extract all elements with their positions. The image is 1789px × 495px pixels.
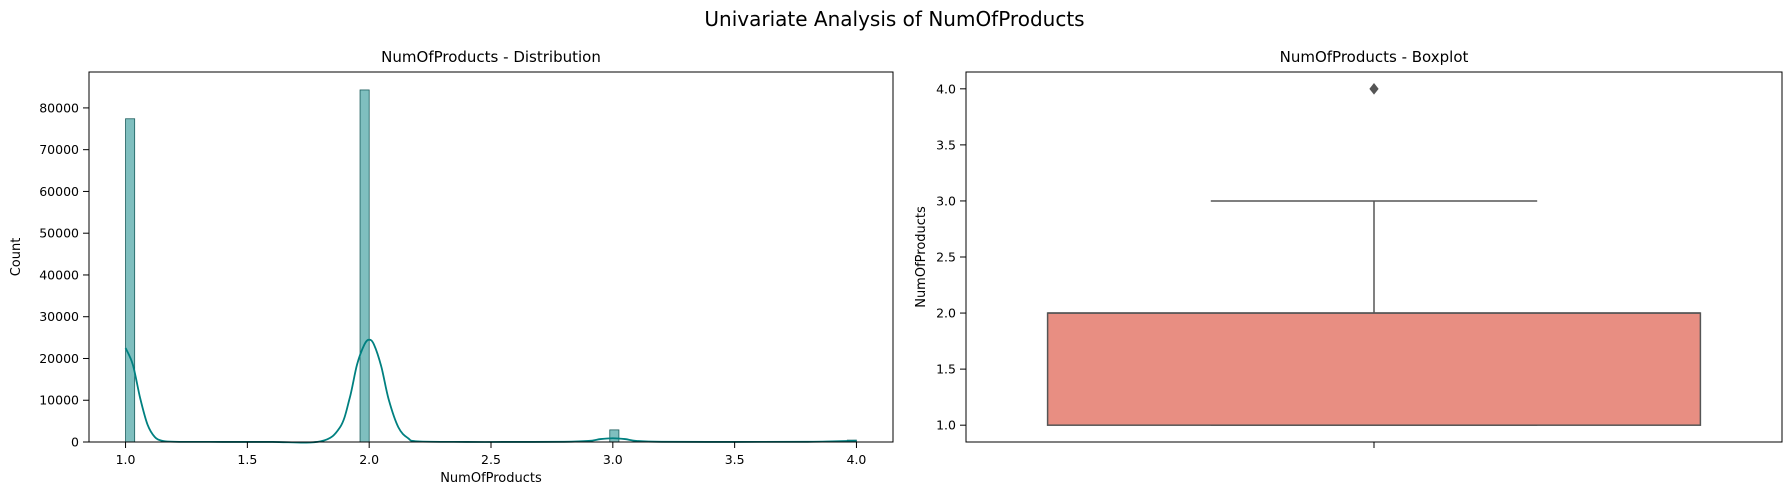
histogram-y-tick-label: 30000 bbox=[39, 309, 79, 324]
boxplot-outlier bbox=[1369, 83, 1379, 95]
boxplot-title: NumOfProducts - Boxplot bbox=[1280, 48, 1469, 66]
histogram-x-tick-label: 3.0 bbox=[603, 452, 623, 467]
histogram-y-tick-label: 60000 bbox=[39, 184, 79, 199]
histogram-y-tick-label: 40000 bbox=[39, 267, 79, 282]
histogram-axes-frame bbox=[88, 71, 894, 443]
histogram-x-axis-label: NumOfProducts bbox=[440, 471, 542, 486]
histogram-x-tick-label: 2.5 bbox=[481, 452, 501, 467]
histogram-y-tick-label: 70000 bbox=[39, 142, 79, 157]
boxplot-y-tick-label: 2.0 bbox=[936, 306, 956, 321]
histogram-bar-0 bbox=[125, 118, 136, 443]
boxplot-y-tick-label: 4.0 bbox=[936, 81, 956, 96]
histogram-x-tick-label: 1.0 bbox=[116, 452, 136, 467]
histogram-y-tick-label: 50000 bbox=[39, 226, 79, 241]
boxplot-y-tick-label: 1.0 bbox=[936, 418, 956, 433]
histogram-y-axis-label: Count bbox=[9, 238, 24, 277]
histogram-y-tick-label: 0 bbox=[71, 435, 79, 450]
histogram-title: NumOfProducts - Distribution bbox=[381, 48, 601, 66]
histogram-y-tick-label: 10000 bbox=[39, 393, 79, 408]
histogram-x-tick-label: 3.5 bbox=[725, 452, 745, 467]
boxplot-box bbox=[1046, 312, 1702, 426]
boxplot-chart: NumOfProducts - Boxplot 1.0 1.5 2.0 2.5 3.0 3… bbox=[914, 48, 1783, 448]
boxplot-y-tick-label: 1.5 bbox=[936, 362, 956, 377]
histogram-x-ticks: 1.0 1.5 2.0 2.5 3.0 3.5 4.0 bbox=[116, 442, 867, 467]
boxplot-body bbox=[1046, 83, 1702, 426]
histogram-bar-1 bbox=[359, 89, 370, 443]
histogram-x-tick-label: 2.0 bbox=[359, 452, 379, 467]
histogram-kde-line bbox=[124, 338, 857, 444]
histogram-x-tick-label: 1.5 bbox=[237, 452, 257, 467]
boxplot-y-tick-label: 3.5 bbox=[936, 137, 956, 152]
boxplot-y-tick-label: 3.0 bbox=[936, 193, 956, 208]
histogram-y-tick-label: 20000 bbox=[39, 351, 79, 366]
histogram-y-tick-label: 80000 bbox=[39, 100, 79, 115]
boxplot-y-tick-label: 2.5 bbox=[936, 250, 956, 265]
boxplot-y-axis-label: NumOfProducts bbox=[914, 206, 929, 308]
histogram-chart: NumOfProducts - Distribution 1.0 1.5 2.0 2.… bbox=[9, 48, 894, 486]
histogram-bars bbox=[125, 89, 857, 443]
histogram-x-tick-label: 4.0 bbox=[847, 452, 867, 467]
figure-suptitle: Univariate Analysis of NumOfProducts bbox=[704, 7, 1084, 31]
histogram-y-ticks: 0 10000 20000 30000 40000 50000 60000 70000 8000… bbox=[39, 100, 89, 450]
histogram-bar-2 bbox=[609, 429, 620, 443]
boxplot-y-ticks: 1.0 1.5 2.0 2.5 3.0 3.5 4.0 bbox=[936, 81, 966, 433]
